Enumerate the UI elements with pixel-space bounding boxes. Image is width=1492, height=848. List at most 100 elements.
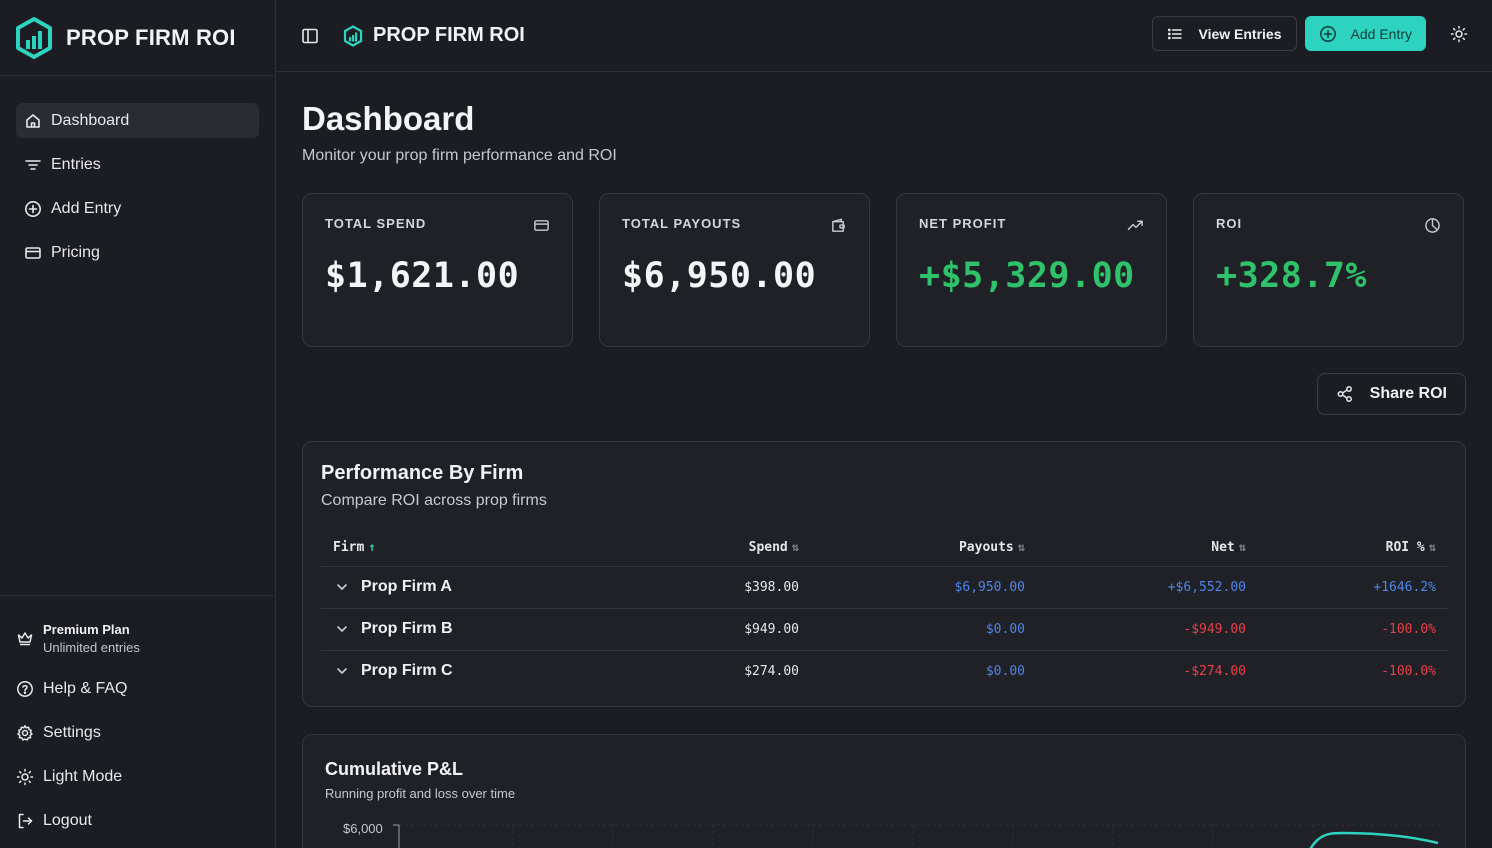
brand[interactable]: PROP FIRM ROI xyxy=(0,0,275,76)
firm-name: Prop Firm A xyxy=(361,578,452,595)
pie-chart-icon xyxy=(1424,217,1441,234)
payouts-cell: $0.00 xyxy=(811,608,1037,651)
cumulative-pnl-line xyxy=(1309,831,1439,848)
net-cell: -$949.00 xyxy=(1037,608,1258,651)
panel-subtitle: Running profit and loss over time xyxy=(325,786,516,801)
spend-cell: $274.00 xyxy=(744,663,799,679)
logo-icon xyxy=(16,16,52,59)
stat-card-total-spend: TOTAL SPEND $1,621.00 xyxy=(302,193,573,347)
firm-name: Prop Firm B xyxy=(361,620,453,637)
share-icon xyxy=(1336,385,1354,403)
payouts-cell: $0.00 xyxy=(985,663,1025,679)
column-header-spend[interactable]: Spend ⇅ xyxy=(681,530,811,567)
stat-label: TOTAL PAYOUTS xyxy=(622,216,742,231)
roi-cell: +1646.2% xyxy=(1258,566,1448,609)
plan-title: Premium Plan xyxy=(43,621,130,637)
top-bar: PROP FIRM ROI View Entries Add Entry xyxy=(276,0,1492,72)
help-circle-icon xyxy=(16,680,34,698)
table-row[interactable]: Prop Firm B $949.00 $0.00 -$949.00 -100.… xyxy=(321,608,1448,651)
page-title: Dashboard xyxy=(302,100,475,137)
sidebar-footer: Premium Plan Unlimited entries Help & FA… xyxy=(0,595,275,848)
cumulative-pnl-panel: Cumulative P&L Running profit and loss o… xyxy=(302,734,1466,848)
top-brand-name: PROP FIRM ROI xyxy=(373,24,525,46)
stat-label: ROI xyxy=(1216,216,1243,231)
sort-icon: ⇅ xyxy=(1238,540,1246,555)
chevron-down-icon[interactable] xyxy=(335,580,349,594)
light-mode-label: Light Mode xyxy=(43,768,123,785)
sidebar-item-label: Pricing xyxy=(51,243,100,261)
share-roi-label: Share ROI xyxy=(1369,385,1447,402)
column-label: Spend xyxy=(748,540,788,556)
stat-label: NET PROFIT xyxy=(919,216,1007,231)
stat-value: +328.7% xyxy=(1216,256,1368,296)
theme-toggle-sun-icon[interactable] xyxy=(1450,25,1468,43)
sort-icon: ⇅ xyxy=(1428,540,1436,555)
settings-link[interactable]: Settings xyxy=(16,716,259,750)
sidebar-item-dashboard[interactable]: Dashboard xyxy=(16,103,259,138)
home-icon xyxy=(24,112,42,130)
settings-label: Settings xyxy=(43,724,101,741)
sidebar-toggle-icon[interactable] xyxy=(300,26,320,46)
sidebar-item-entries[interactable]: Entries xyxy=(16,147,259,182)
stat-card-roi: ROI +328.7% xyxy=(1193,193,1464,347)
logout-button[interactable]: Logout xyxy=(16,804,259,838)
net-cell: -$274.00 xyxy=(1183,663,1246,679)
light-mode-toggle[interactable]: Light Mode xyxy=(16,760,259,794)
plus-circle-icon xyxy=(1319,25,1337,43)
column-header-net[interactable]: Net ⇅ xyxy=(1037,530,1258,567)
view-entries-button[interactable]: View Entries xyxy=(1151,16,1297,51)
add-entry-label: Add Entry xyxy=(1350,25,1412,42)
panel-title: Performance By Firm xyxy=(321,462,524,484)
share-roi-button[interactable]: Share ROI xyxy=(1316,373,1466,415)
y-axis-tick-label: $6,000 xyxy=(343,821,383,836)
sidebar-item-add-entry[interactable]: Add Entry xyxy=(16,191,259,226)
stat-cards: TOTAL SPEND $1,621.00 TOTAL PAYOUTS $6,9… xyxy=(302,193,1466,347)
credit-card-icon xyxy=(24,244,42,262)
stat-card-total-payouts: TOTAL PAYOUTS $6,950.00 xyxy=(599,193,870,347)
chevron-down-icon[interactable] xyxy=(335,622,349,636)
add-entry-button[interactable]: Add Entry xyxy=(1304,16,1426,51)
help-faq-link[interactable]: Help & FAQ xyxy=(16,672,259,706)
net-cell: +$6,552.00 xyxy=(1037,566,1258,609)
sun-icon xyxy=(16,768,34,786)
panel-title: Cumulative P&L xyxy=(325,759,464,779)
column-header-roi[interactable]: ROI % ⇅ xyxy=(1258,530,1448,567)
cumulative-pnl-chart xyxy=(393,824,1443,848)
sort-icon: ⇅ xyxy=(791,540,799,555)
help-faq-label: Help & FAQ xyxy=(43,680,128,697)
plan-subtitle: Unlimited entries xyxy=(43,639,140,655)
logout-label: Logout xyxy=(43,812,92,829)
page-subtitle: Monitor your prop firm performance and R… xyxy=(302,147,617,164)
roi-cell: -100.0% xyxy=(1258,608,1448,651)
share-row: Share ROI xyxy=(302,373,1466,415)
chevron-down-icon[interactable] xyxy=(335,664,349,678)
sort-icon: ⇅ xyxy=(1017,540,1025,555)
stat-value: $1,621.00 xyxy=(325,256,520,296)
column-label: ROI % xyxy=(1385,540,1425,556)
column-header-payouts[interactable]: Payouts ⇅ xyxy=(811,530,1037,567)
table-row[interactable]: Prop Firm A $398.00 $6,950.00 +$6,552.00… xyxy=(321,566,1448,609)
brand-name: PROP FIRM ROI xyxy=(66,24,236,50)
sidebar-item-label: Add Entry xyxy=(51,199,122,217)
spend-cell: $398.00 xyxy=(681,566,811,609)
sidebar-item-pricing[interactable]: Pricing xyxy=(16,235,259,270)
stat-label: TOTAL SPEND xyxy=(325,216,427,231)
stat-value: $6,950.00 xyxy=(622,256,817,296)
crown-icon xyxy=(16,629,34,647)
firm-table: Firm ↑ Spend ⇅ Payouts ⇅ Net ⇅ ROI % ⇅ xyxy=(321,530,1448,692)
view-entries-label: View Entries xyxy=(1198,25,1282,42)
chart-gridlines xyxy=(399,824,1443,848)
payouts-cell: $6,950.00 xyxy=(811,566,1037,609)
stat-value: +$5,329.00 xyxy=(919,256,1135,296)
firm-name: Prop Firm C xyxy=(361,662,453,679)
sidebar: PROP FIRM ROI Dashboard Entries Add Entr… xyxy=(0,0,276,848)
filter-lines-icon xyxy=(24,156,42,174)
column-label: Payouts xyxy=(958,540,1014,556)
sort-asc-icon: ↑ xyxy=(368,540,376,555)
column-label: Firm xyxy=(333,540,365,556)
credit-card-icon xyxy=(533,217,550,234)
column-header-firm[interactable]: Firm ↑ xyxy=(321,530,681,567)
stat-card-net-profit: NET PROFIT +$5,329.00 xyxy=(896,193,1167,347)
table-row[interactable]: Prop Firm C $274.00 $0.00 -$274.00 -100.… xyxy=(321,650,1448,692)
column-label: Net xyxy=(1211,540,1235,556)
